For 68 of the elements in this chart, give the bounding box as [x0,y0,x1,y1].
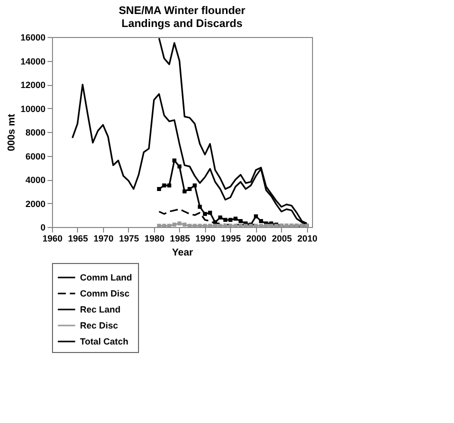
point [172,158,176,162]
point [208,210,212,215]
point [188,187,192,191]
point [192,224,197,227]
y-tick-label: 6000 [25,151,46,162]
x-tick-label: 1965 [68,234,88,244]
x-tick-label: 1975 [118,234,139,244]
x-tick-label: 1980 [144,234,164,244]
point [223,218,228,222]
point [238,224,243,227]
legend-label: Total Catch [80,336,128,346]
point [182,189,187,194]
x-tick-label: 1985 [170,234,190,244]
point [198,224,202,227]
point [234,216,238,221]
x-tick-label: 1990 [195,234,216,244]
point [192,183,197,188]
point [202,212,207,216]
x-tick-label: 1960 [42,234,63,244]
y-tick-label: 14000 [20,56,46,66]
point [244,224,248,227]
point [259,224,264,227]
point [177,164,182,168]
point [188,224,192,227]
point [228,218,232,222]
point [218,216,222,220]
point [254,224,258,227]
point [162,183,166,188]
x-axis-title: Year [172,248,194,258]
x-tick-label: 1995 [220,234,241,244]
point [223,224,228,227]
point [208,224,212,227]
point [172,222,176,227]
legend-label: Rec Disc [80,320,118,330]
point [234,224,238,227]
point [167,224,172,227]
legend-label: Comm Disc [80,288,130,298]
x-tick-label: 2000 [246,234,266,244]
point [264,224,268,227]
point [259,219,264,224]
y-tick-label: 8000 [25,128,46,138]
point [213,224,218,227]
x-tick-label: 2010 [297,234,318,244]
legend-label: Comm Land [80,272,132,282]
point [269,224,274,227]
point [157,187,162,191]
x-tick-label: 1970 [93,234,114,244]
y-tick-label: 4000 [25,175,46,185]
point [202,224,207,227]
point [198,204,202,209]
chart-title: SNE/MA Winter flounder Landings and Discards [118,5,246,30]
y-tick-label: 2000 [25,198,46,209]
y-axis-title: 000s mt [6,113,18,152]
x-tick-label: 2005 [272,234,292,244]
point [218,224,222,227]
point [182,222,187,227]
y-tick-label: 0 [40,222,46,232]
point [167,183,172,188]
y-tick-label: 16000 [20,32,46,42]
point [238,219,243,224]
point [157,224,162,227]
legend-label: Rec Land [80,304,121,314]
point [254,214,258,218]
y-tick-label: 12000 [20,80,46,90]
point [177,221,182,226]
point [228,224,232,227]
y-tick-label: 10000 [20,104,46,114]
point [162,224,166,227]
